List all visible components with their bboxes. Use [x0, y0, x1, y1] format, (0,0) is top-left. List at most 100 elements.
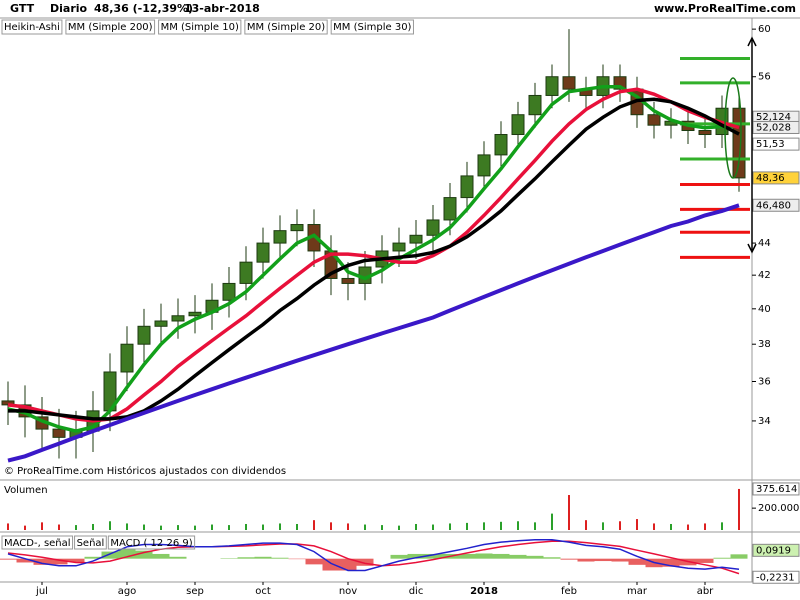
y-tick-label: 60 — [758, 24, 771, 35]
histogram-bar — [118, 548, 136, 559]
volume-bar — [245, 523, 247, 530]
volume-bar — [398, 525, 400, 530]
value-label: 48,36 — [756, 173, 785, 184]
candle-body — [188, 311, 202, 317]
histogram-bar — [390, 554, 408, 559]
histogram-bar — [356, 558, 374, 566]
histogram-bar — [67, 558, 85, 562]
histogram-bar — [101, 551, 119, 559]
value-label-box — [752, 171, 800, 185]
candle-body — [732, 107, 746, 179]
legend-box — [158, 19, 242, 35]
histogram-bar — [509, 554, 527, 559]
arrow-head — [747, 36, 757, 47]
ellipse — [724, 77, 742, 179]
volume-bar — [109, 521, 111, 530]
x-tick-label: 2018 — [470, 586, 498, 597]
value-label: 52,124 — [756, 112, 791, 123]
volume-bar — [738, 488, 740, 530]
candle-body — [494, 134, 508, 156]
candle-body — [137, 325, 151, 345]
x-tick-label: abr — [697, 586, 714, 597]
legend-box — [74, 535, 107, 550]
candle-body — [154, 320, 168, 327]
volume-bar — [500, 521, 502, 530]
volume-bar — [24, 525, 26, 530]
histogram-bar — [407, 553, 425, 559]
y-tick-label: 40 — [758, 304, 771, 315]
candle-body — [409, 234, 423, 244]
value-label: 375.614 — [756, 484, 797, 495]
volume-bar — [636, 519, 638, 530]
volume-bar — [143, 524, 145, 530]
value-label: 52,028 — [756, 122, 791, 133]
candle-body — [290, 224, 304, 232]
legend-box — [65, 19, 156, 35]
histogram-bar — [577, 558, 595, 562]
volume-bar — [177, 525, 179, 530]
volume-bar — [7, 523, 9, 530]
value-label: 51,53 — [756, 139, 785, 150]
candle-body — [239, 261, 253, 284]
macd-line — [7, 540, 740, 575]
value-label: -0,2231 — [756, 572, 795, 583]
histogram-bar — [696, 558, 714, 563]
candle-body — [528, 94, 542, 116]
legend-entry: MACD-, señal — [4, 538, 71, 549]
histogram-bar — [50, 558, 68, 565]
volume-bar — [466, 522, 468, 530]
x-tick-label: jul — [35, 586, 48, 597]
value-label: 46,480 — [756, 200, 791, 211]
candle-body — [392, 242, 406, 252]
volume-bar — [449, 523, 451, 530]
volume-bar — [568, 495, 570, 530]
volume-bar — [483, 522, 485, 530]
histogram-bar — [594, 558, 612, 562]
value-label-box — [752, 198, 800, 212]
candle-body — [120, 343, 134, 373]
ma-line — [7, 84, 740, 433]
y-tick-label: 56 — [758, 72, 771, 83]
volume-bar — [704, 523, 706, 530]
macd-line — [7, 538, 740, 572]
volume-bar — [721, 522, 723, 530]
histogram-bar — [424, 553, 442, 559]
legend-box — [244, 19, 328, 35]
note: © ProRealTime.com Históricos ajustados c… — [4, 465, 286, 477]
histogram-bar — [628, 558, 646, 565]
histogram-bar — [458, 553, 476, 559]
histogram-bar — [322, 558, 340, 571]
histogram-bar — [475, 553, 493, 559]
candle-body — [426, 219, 440, 236]
candle-body — [52, 428, 66, 438]
histogram-bar — [271, 557, 289, 559]
x-tick-label: sep — [186, 586, 204, 597]
y-tick-label: 36 — [758, 376, 771, 387]
legend-entry: MM (Simple 30) — [333, 22, 411, 33]
value-label-box — [752, 482, 800, 496]
volume-bar — [92, 523, 94, 530]
candle-body — [341, 277, 355, 284]
x-tick-label: feb — [561, 586, 577, 597]
value-label-box — [752, 570, 800, 584]
y-tick-label: 44 — [758, 238, 771, 249]
value-label-box — [752, 543, 800, 557]
candle-body — [562, 76, 576, 90]
volume-bar — [313, 520, 315, 530]
source: www.ProRealTime.com — [654, 2, 796, 15]
volume-bar — [296, 523, 298, 530]
histogram-bar — [0, 558, 17, 560]
value-label-box — [752, 120, 800, 134]
candle-body — [171, 315, 185, 322]
ma-line — [7, 87, 740, 423]
candle-body — [443, 197, 457, 221]
histogram-bar — [560, 558, 578, 560]
candle-body — [273, 230, 287, 244]
volume-bar — [687, 524, 689, 530]
histogram-bar — [33, 558, 51, 565]
x-tick-label: oct — [255, 586, 271, 597]
candle-body — [647, 114, 661, 126]
volume-bar — [58, 524, 60, 530]
volume-bar — [194, 525, 196, 530]
volume-bar — [41, 522, 43, 530]
